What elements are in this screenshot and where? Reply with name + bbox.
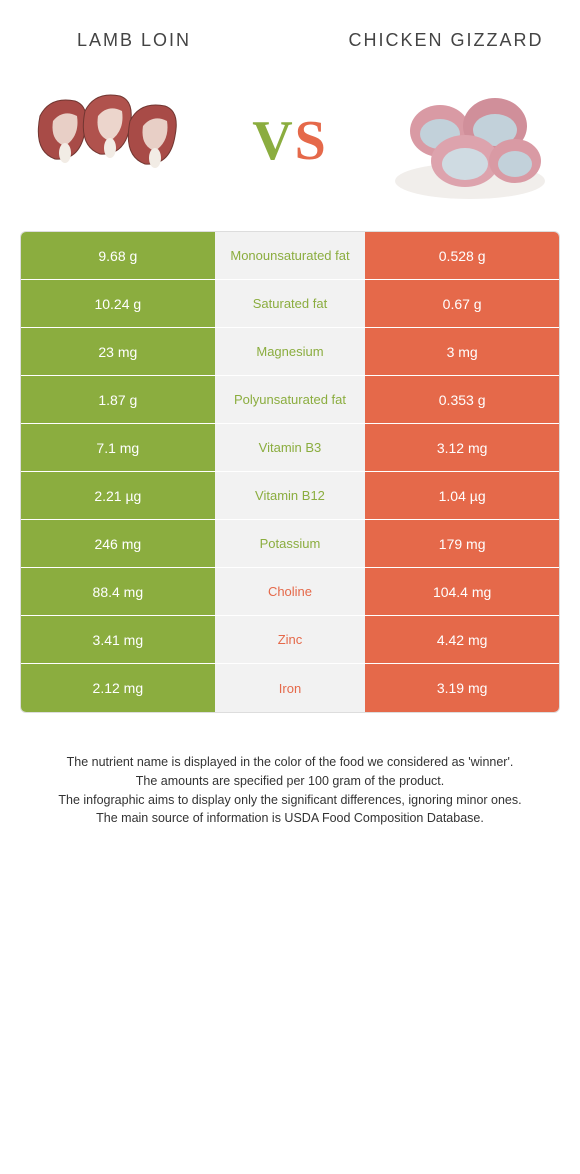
chicken-gizzard-icon — [385, 76, 555, 206]
nutrient-table: 9.68 gMonounsaturated fat0.528 g10.24 gS… — [20, 231, 560, 713]
right-value: 3.12 mg — [365, 424, 559, 471]
right-value: 1.04 µg — [365, 472, 559, 519]
nutrient-row: 23 mgMagnesium3 mg — [21, 328, 559, 376]
nutrient-row: 2.12 mgIron3.19 mg — [21, 664, 559, 712]
footnotes: The nutrient name is displayed in the co… — [20, 713, 560, 828]
right-food-image — [380, 71, 560, 211]
nutrient-label: Zinc — [215, 616, 366, 663]
right-value: 3 mg — [365, 328, 559, 375]
left-value: 88.4 mg — [21, 568, 215, 615]
footnote-line: The infographic aims to display only the… — [40, 791, 540, 810]
nutrient-row: 88.4 mgCholine104.4 mg — [21, 568, 559, 616]
nutrient-row: 7.1 mgVitamin B33.12 mg — [21, 424, 559, 472]
nutrient-label: Choline — [215, 568, 366, 615]
right-value: 3.19 mg — [365, 664, 559, 712]
left-value: 3.41 mg — [21, 616, 215, 663]
footnote-line: The amounts are specified per 100 gram o… — [40, 772, 540, 791]
right-value: 179 mg — [365, 520, 559, 567]
left-value: 10.24 g — [21, 280, 215, 327]
nutrient-label: Vitamin B3 — [215, 424, 366, 471]
left-value: 1.87 g — [21, 376, 215, 423]
nutrient-label: Saturated fat — [215, 280, 366, 327]
left-value: 2.12 mg — [21, 664, 215, 712]
nutrient-row: 3.41 mgZinc4.42 mg — [21, 616, 559, 664]
right-value: 0.528 g — [365, 232, 559, 279]
images-row: VS — [20, 61, 560, 231]
nutrient-row: 246 mgPotassium179 mg — [21, 520, 559, 568]
footnote-line: The main source of information is USDA F… — [40, 809, 540, 828]
vs-s: S — [295, 110, 328, 172]
left-value: 246 mg — [21, 520, 215, 567]
right-value: 104.4 mg — [365, 568, 559, 615]
right-value: 0.353 g — [365, 376, 559, 423]
nutrient-label: Polyunsaturated fat — [215, 376, 366, 423]
lamb-loin-icon — [25, 76, 195, 206]
nutrient-label: Potassium — [215, 520, 366, 567]
left-food-image — [20, 71, 200, 211]
left-value: 23 mg — [21, 328, 215, 375]
nutrient-label: Vitamin B12 — [215, 472, 366, 519]
left-food-title: Lamb loin — [30, 30, 238, 51]
right-food-title: Chicken gizzard — [342, 30, 550, 51]
nutrient-row: 10.24 gSaturated fat0.67 g — [21, 280, 559, 328]
nutrient-row: 9.68 gMonounsaturated fat0.528 g — [21, 232, 559, 280]
right-value: 0.67 g — [365, 280, 559, 327]
footnote-line: The nutrient name is displayed in the co… — [40, 753, 540, 772]
right-value: 4.42 mg — [365, 616, 559, 663]
left-value: 7.1 mg — [21, 424, 215, 471]
left-value: 9.68 g — [21, 232, 215, 279]
nutrient-label: Iron — [215, 664, 366, 712]
header-titles: Lamb loin Chicken gizzard — [20, 30, 560, 61]
nutrient-label: Monounsaturated fat — [215, 232, 366, 279]
left-value: 2.21 µg — [21, 472, 215, 519]
nutrient-row: 2.21 µgVitamin B121.04 µg — [21, 472, 559, 520]
nutrient-row: 1.87 gPolyunsaturated fat0.353 g — [21, 376, 559, 424]
nutrient-label: Magnesium — [215, 328, 366, 375]
vs-label: VS — [252, 109, 328, 173]
vs-v: V — [252, 110, 294, 172]
